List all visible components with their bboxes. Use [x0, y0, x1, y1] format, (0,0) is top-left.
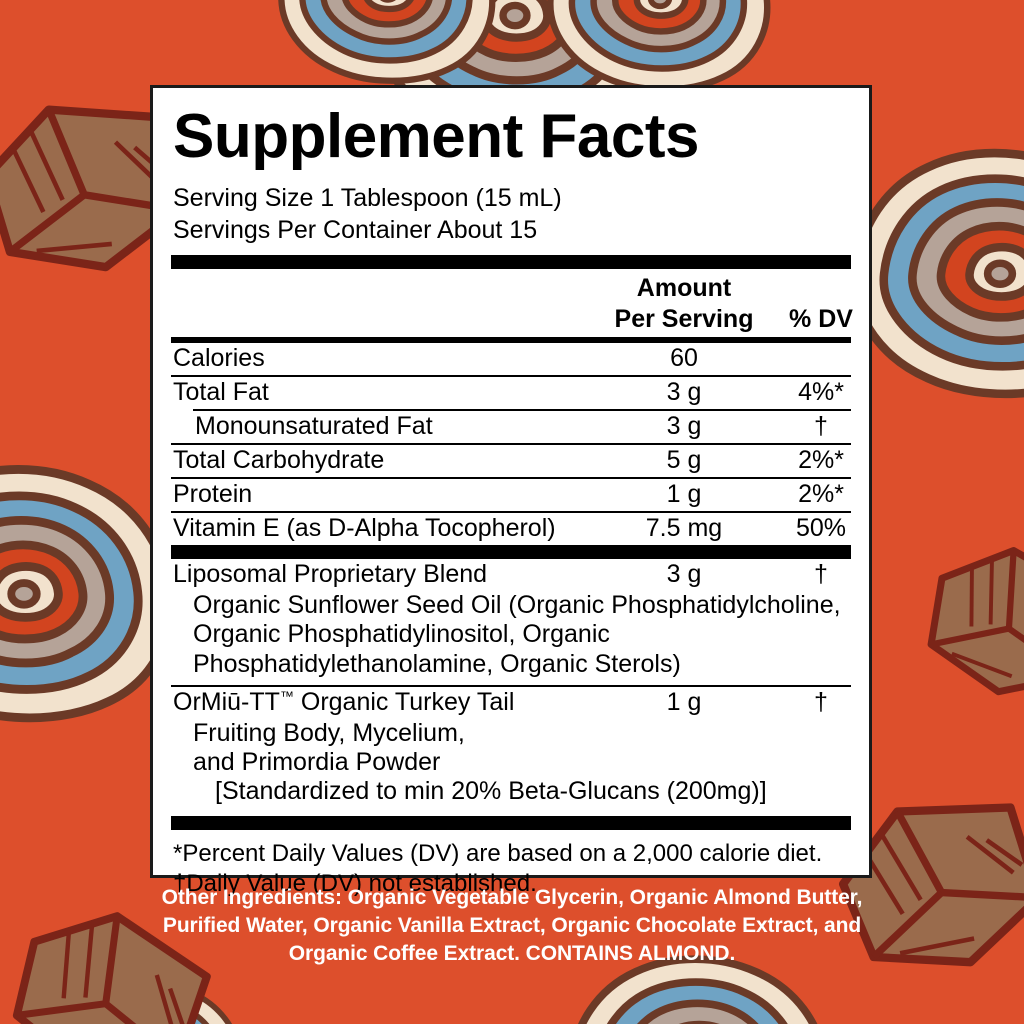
blend-row: OrMiū-TT™ Organic Turkey Tail 1 g † — [171, 687, 851, 719]
blend-percent-dv: † — [814, 687, 828, 716]
blend-sub-ingredient-line: Organic Sunflower Seed Oil (Organic Phos… — [193, 591, 841, 619]
blend-divider — [171, 684, 851, 687]
blend-name-base: OrMiū-TT — [173, 687, 280, 716]
nutrient-amount: 3 g — [666, 412, 702, 440]
page-title: Supplement Facts — [173, 102, 700, 171]
blend-row: Liposomal Proprietary Blend 3 g † — [171, 559, 851, 591]
nutrient-name: Protein — [173, 480, 253, 508]
amount-header-line1: Amount — [636, 274, 732, 302]
trademark-icon: ™ — [279, 687, 294, 704]
servings-per-container: Servings Per Container About 15 — [173, 216, 538, 244]
blend-percent-dv: † — [814, 560, 828, 588]
other-ingredients-line-2: Purified Water, Organic Vanilla Extract,… — [162, 913, 862, 937]
blend-sub-ingredient-line: [Standardized to min 20% Beta-Glucans (2… — [215, 777, 767, 806]
table-row: Total Fat 3 g 4%* — [171, 377, 851, 409]
blend-sub-ingredient-line: Organic Phosphatidylinositol, Organic — [193, 620, 610, 649]
serving-info: Serving Size 1 Tablespoon (15 mL) Servin… — [171, 182, 851, 246]
footnotes: *Percent Daily Values (DV) are based on … — [171, 839, 851, 900]
nutrient-name: Total Carbohydrate — [173, 446, 385, 474]
amount-per-serving-header: Amount Per Serving — [589, 273, 779, 336]
nutrient-percent-dv: 4%* — [798, 378, 844, 406]
nutrient-percent-dv: † — [814, 412, 828, 440]
blend-amount: 1 g — [666, 687, 702, 716]
blend-name: Liposomal Proprietary Blend — [173, 560, 488, 588]
other-ingredients-line-3: Organic Coffee Extract. CONTAINS ALMOND. — [0, 940, 1024, 968]
serving-size: Serving Size 1 Tablespoon (15 mL) — [173, 184, 562, 212]
other-ingredients-block: Other Ingredients: Organic Vegetable Gly… — [0, 884, 1024, 968]
nutrient-amount: 60 — [670, 344, 698, 372]
nutrient-amount: 5 g — [666, 446, 702, 474]
row-divider — [171, 477, 851, 479]
divider-medium-under-headers — [171, 337, 851, 343]
allergen-statement: CONTAINS ALMOND. — [525, 941, 736, 965]
blend-name-tail: Organic Turkey Tail — [293, 687, 515, 716]
table-column-headers: Amount Per Serving % DV — [171, 271, 853, 337]
nutrient-percent-dv: 50% — [795, 514, 847, 542]
other-ingredients-line-1: Other Ingredients: Organic Vegetable Gly… — [161, 886, 863, 909]
nutrient-amount: 3 g — [666, 378, 702, 406]
nutrient-rows: Calories 60 Total Fat 3 g 4%* Monounsaturated… — [171, 343, 851, 545]
percent-dv-header: % DV — [789, 305, 853, 333]
blend-sub-ingredient-line: Fruiting Body, Mycelium, — [193, 718, 465, 747]
row-divider — [193, 409, 851, 411]
blend-rows: Liposomal Proprietary Blend 3 g † Organic S… — [171, 559, 851, 807]
nutrient-amount: 1 g — [666, 480, 702, 508]
table-row: Vitamin E (as D-Alpha Tocopherol) 7.5 mg 5… — [171, 513, 851, 545]
nutrient-name: Calories — [173, 344, 265, 372]
divider-thick-before-footnotes — [171, 815, 851, 830]
other-ingredients-line-3-main: Organic Coffee Extract. — [288, 941, 526, 965]
table-row: Protein 1 g 2%* — [171, 479, 851, 511]
row-divider — [171, 511, 851, 513]
divider-thick-top — [171, 255, 851, 269]
blend-sub-ingredient-line: and Primordia Powder — [193, 748, 441, 776]
nutrient-name: Total Fat — [173, 378, 269, 406]
footnote-percent-dv: *Percent Daily Values (DV) are based on … — [173, 839, 823, 867]
nutrient-name: Monounsaturated Fat — [195, 412, 433, 440]
supplement-facts-panel: Supplement Facts Serving Size 1 Tablespo… — [150, 85, 872, 897]
blend-amount: 3 g — [666, 560, 702, 588]
nutrient-percent-dv: 2%* — [798, 446, 844, 474]
blend-sub-ingredient-line: Phosphatidylethanolamine, Organic Sterol… — [193, 649, 681, 678]
nutrient-percent-dv: 2%* — [798, 480, 844, 508]
blend-name: OrMiū-TT™ Organic Turkey Tail — [173, 688, 514, 717]
row-divider — [171, 443, 851, 445]
footnote-dagger: †Daily Value (DV) not established. — [173, 869, 537, 897]
nutrient-name: Vitamin E (as D-Alpha Tocopherol) — [173, 514, 556, 542]
divider-thick-before-blends — [171, 545, 851, 559]
table-row: Total Carbohydrate 5 g 2%* — [171, 445, 851, 477]
amount-header-line2: Per Serving — [614, 305, 754, 334]
table-row: Calories 60 — [171, 343, 851, 375]
row-divider — [171, 375, 851, 377]
table-row: Monounsaturated Fat 3 g † — [171, 411, 851, 443]
nutrient-amount: 7.5 mg — [645, 514, 723, 542]
